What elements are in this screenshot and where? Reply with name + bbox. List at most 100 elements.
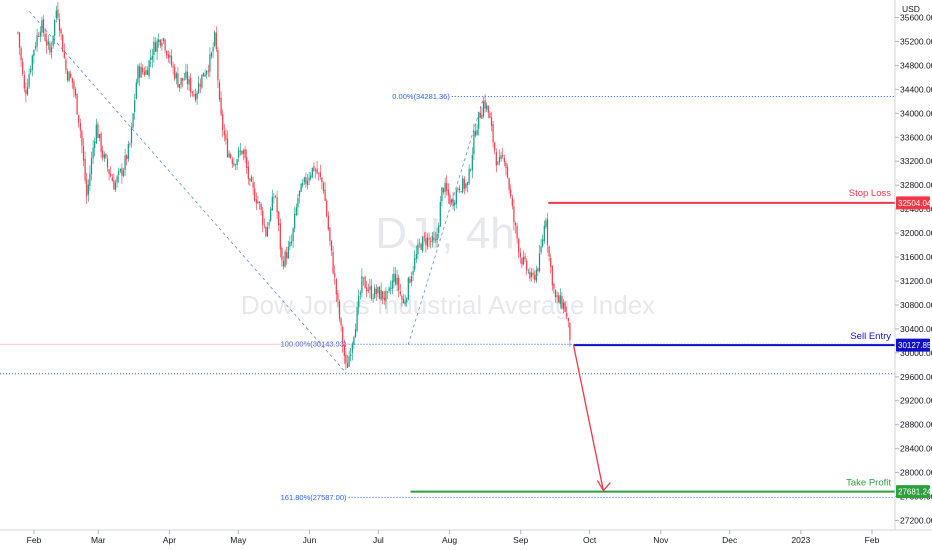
price-tick-label: 32000.00 xyxy=(900,228,932,238)
candle-body xyxy=(546,218,549,245)
candle-body xyxy=(398,277,400,291)
time-tick-label: May xyxy=(230,535,247,545)
candle-body xyxy=(510,189,512,197)
candle-body xyxy=(481,114,483,119)
candle-body xyxy=(468,169,470,184)
candle-body xyxy=(282,260,285,267)
stop-loss-badge xyxy=(896,196,930,210)
candle-body xyxy=(102,150,104,158)
candle-body xyxy=(183,79,185,81)
candle-body xyxy=(119,169,121,172)
candle-body xyxy=(194,93,197,101)
candle-body xyxy=(482,101,485,117)
candle-body xyxy=(353,336,355,345)
candle-body xyxy=(356,307,358,331)
candle-body xyxy=(527,271,529,273)
candle-body xyxy=(556,295,558,297)
candle-body xyxy=(439,202,441,227)
candle-body xyxy=(388,287,390,292)
candle-body xyxy=(126,155,128,160)
candle-body xyxy=(410,276,413,282)
candle-body xyxy=(241,150,243,155)
candle-body xyxy=(78,115,80,123)
candle-body xyxy=(190,78,192,93)
candle-body xyxy=(551,266,553,286)
candle-body xyxy=(489,113,491,119)
candle-body xyxy=(423,236,425,238)
candle-body xyxy=(52,35,54,46)
candle-body xyxy=(428,238,430,240)
candle-body xyxy=(263,224,265,226)
candle-body xyxy=(162,38,165,42)
watermark: DJI, 4h Dow Jones Industrial Average Inde… xyxy=(241,209,655,320)
candle-body xyxy=(497,161,499,165)
projection-arrow-line xyxy=(572,345,605,491)
candle-body xyxy=(447,189,449,196)
candle-body xyxy=(49,43,51,53)
time-tick-label: Sep xyxy=(513,535,528,545)
time-tick-label: Apr xyxy=(163,535,176,545)
annotations: 0.00%(34281.36)100.00%(30143.93)161.80%(… xyxy=(0,11,895,502)
candle-body xyxy=(322,182,325,192)
candle-body xyxy=(513,206,515,223)
candle-body xyxy=(113,180,115,190)
candle-body xyxy=(377,287,379,293)
candle-body xyxy=(385,291,387,302)
watermark-name: Dow Jones Industrial Average Index xyxy=(241,290,655,320)
candle-body xyxy=(273,197,275,199)
candle-body xyxy=(402,298,405,304)
candle-body xyxy=(196,92,198,99)
candle-body xyxy=(110,173,112,177)
candle-body xyxy=(180,78,182,85)
candle-body xyxy=(495,152,497,166)
price-tick-label: 28800.00 xyxy=(900,420,932,430)
candle-body xyxy=(406,298,408,303)
candle-body xyxy=(314,169,317,171)
price-tick-label: 28000.00 xyxy=(900,468,932,478)
candle-body xyxy=(236,159,238,165)
candle-body xyxy=(466,182,469,186)
candle-body xyxy=(327,215,329,230)
candle-body xyxy=(46,39,48,46)
candle-body xyxy=(540,246,542,253)
candle-body xyxy=(231,159,233,164)
candle-body xyxy=(567,318,569,322)
candle-body xyxy=(519,252,521,258)
candle-body xyxy=(223,130,225,136)
candle-body xyxy=(404,301,406,305)
candle-body xyxy=(554,290,557,298)
price-axis[interactable]: 27200.0027600.0028000.0028400.0028800.00… xyxy=(895,13,932,526)
candle-body xyxy=(370,285,373,299)
candle-body xyxy=(210,52,213,57)
price-tick-label: 27200.00 xyxy=(900,516,932,526)
time-axis[interactable]: Feb Mar Apr May Jun Jul Aug Sep Oct Nov Dec 2023 Feb xyxy=(27,530,880,545)
candle-body xyxy=(150,57,152,60)
candle-body xyxy=(89,173,91,187)
candle-body xyxy=(98,134,101,138)
candle-body xyxy=(394,273,397,284)
watermark-symbol: DJI, 4h xyxy=(375,209,514,258)
candle-body xyxy=(84,159,86,181)
candle-body xyxy=(569,322,571,340)
candle-body xyxy=(103,154,105,159)
candle-body xyxy=(484,100,486,109)
candle-body xyxy=(58,19,61,31)
candle-body xyxy=(374,287,376,299)
candle-body xyxy=(537,268,539,272)
candle-body xyxy=(286,252,288,259)
candle-body xyxy=(95,124,97,143)
candle-body xyxy=(70,73,72,78)
candle-body xyxy=(526,260,528,271)
candle-body xyxy=(446,182,448,191)
candle-body xyxy=(94,141,96,149)
candle-body xyxy=(449,194,451,204)
candle-body xyxy=(97,124,99,138)
candle-body xyxy=(375,289,377,295)
candle-body xyxy=(246,156,248,168)
candle-body xyxy=(217,50,219,81)
candle-body xyxy=(452,199,454,207)
fib-level-label: 0.00%(34281.36) xyxy=(392,92,450,101)
candle-body xyxy=(473,131,475,155)
candle-body xyxy=(255,199,257,204)
candle-body xyxy=(332,251,334,274)
